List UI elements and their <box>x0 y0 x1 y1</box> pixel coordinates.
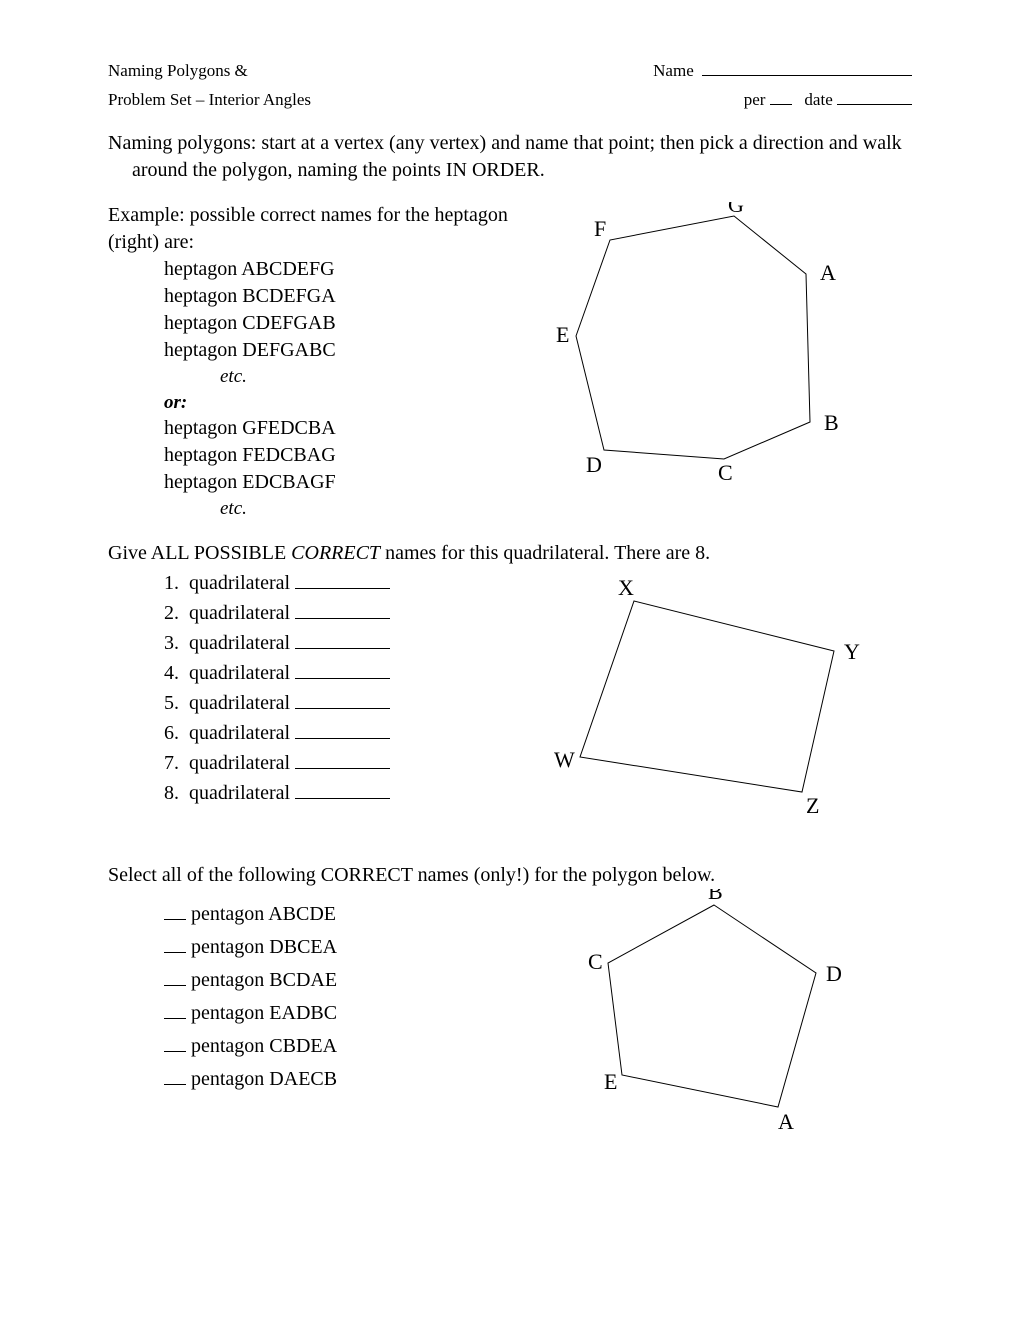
example-name: heptagon EDCBAGF <box>164 469 538 496</box>
vertex-label: W <box>554 747 575 772</box>
date-blank[interactable] <box>837 104 912 105</box>
example-name: heptagon FEDCBAG <box>164 442 538 469</box>
example-names-cw: heptagon ABCDEFGheptagon BCDEFGAheptagon… <box>108 256 538 364</box>
q1-blank[interactable] <box>295 618 390 619</box>
q2-check-blank[interactable] <box>164 919 186 920</box>
pentagon-figure: B D A E C <box>564 889 912 1157</box>
vertex-label: B <box>708 889 723 904</box>
q1-blank[interactable] <box>295 708 390 709</box>
vertex-label: D <box>586 452 602 477</box>
vertex-label: F <box>594 216 606 241</box>
name-blank[interactable] <box>702 75 912 76</box>
per-blank[interactable] <box>770 104 792 105</box>
q2-option[interactable]: pentagon ABCDE <box>164 901 564 928</box>
etc-2: etc. <box>108 496 538 522</box>
vertex-label: E <box>604 1069 617 1094</box>
intro-text: Naming polygons: start at a vertex (any … <box>108 130 912 184</box>
q1-row: 8. quadrilateral <box>164 780 544 807</box>
q2-check-blank[interactable] <box>164 1018 186 1019</box>
q2-check-blank[interactable] <box>164 952 186 953</box>
vertex-label: D <box>826 961 842 986</box>
quadrilateral-figure: X Y Z W <box>544 567 912 835</box>
q1-blank[interactable] <box>295 588 390 589</box>
example-lead: Example: possible correct names for the … <box>108 202 538 256</box>
polygon-shape <box>608 905 816 1107</box>
q1-row: 1. quadrilateral <box>164 570 544 597</box>
q2-option[interactable]: pentagon BCDAE <box>164 967 564 994</box>
title-line-2: Problem Set – Interior Angles <box>108 89 311 112</box>
q2-check-blank[interactable] <box>164 1084 186 1085</box>
vertex-label: C <box>588 949 603 974</box>
example-name: heptagon CDEFGAB <box>164 310 538 337</box>
q2-check-blank[interactable] <box>164 985 186 986</box>
q1-prompt: Give ALL POSSIBLE CORRECT names for this… <box>108 540 912 567</box>
vertex-label: G <box>728 202 744 217</box>
polygon-shape <box>580 601 834 792</box>
example-name: heptagon DEFGABC <box>164 337 538 364</box>
per-date-field: per date <box>744 89 912 112</box>
q1-row: 2. quadrilateral <box>164 600 544 627</box>
vertex-label: A <box>778 1109 794 1134</box>
q2-option[interactable]: pentagon EADBC <box>164 1000 564 1027</box>
vertex-label: E <box>556 322 569 347</box>
q2-option-list: pentagon ABCDE pentagon DBCEA pentagon B… <box>108 889 564 1157</box>
example-name: heptagon BCDEFGA <box>164 283 538 310</box>
q1-answer-list: 1. quadrilateral 2. quadrilateral 3. qua… <box>108 567 544 835</box>
q1-blank[interactable] <box>295 678 390 679</box>
q1-blank[interactable] <box>295 798 390 799</box>
vertex-label: X <box>618 575 634 600</box>
example-text: Example: possible correct names for the … <box>108 202 538 522</box>
vertex-label: Z <box>806 793 819 818</box>
q2-section: pentagon ABCDE pentagon DBCEA pentagon B… <box>108 889 912 1157</box>
pentagon-svg: B D A E C <box>564 889 874 1149</box>
header-row-1: Naming Polygons & Name <box>108 60 912 83</box>
q1-blank[interactable] <box>295 768 390 769</box>
q2-option[interactable]: pentagon CBDEA <box>164 1033 564 1060</box>
heptagon-figure: A B C D E F G <box>538 202 912 522</box>
etc-1: etc. <box>108 364 538 390</box>
example-name: heptagon GFEDCBA <box>164 415 538 442</box>
header-row-2: Problem Set – Interior Angles per date <box>108 89 912 112</box>
q1-blank[interactable] <box>295 648 390 649</box>
example-name: heptagon ABCDEFG <box>164 256 538 283</box>
q1-blank[interactable] <box>295 738 390 739</box>
title-line-1: Naming Polygons & <box>108 60 248 83</box>
q2-check-blank[interactable] <box>164 1051 186 1052</box>
q2-option[interactable]: pentagon DBCEA <box>164 934 564 961</box>
quadrilateral-svg: X Y Z W <box>544 567 884 827</box>
example-section: Example: possible correct names for the … <box>108 202 912 522</box>
q1-row: 6. quadrilateral <box>164 720 544 747</box>
q1-section: 1. quadrilateral 2. quadrilateral 3. qua… <box>108 567 912 835</box>
q1-row: 4. quadrilateral <box>164 660 544 687</box>
q1-row: 5. quadrilateral <box>164 690 544 717</box>
vertex-label: C <box>718 460 733 485</box>
or-label: or: <box>164 392 187 413</box>
example-names-ccw: heptagon GFEDCBAheptagon FEDCBAGheptagon… <box>108 415 538 496</box>
name-field: Name <box>653 60 912 83</box>
q2-prompt: Select all of the following CORRECT name… <box>108 862 912 889</box>
polygon-shape <box>576 216 810 459</box>
q1-row: 3. quadrilateral <box>164 630 544 657</box>
vertex-label: B <box>824 410 839 435</box>
worksheet-page: Naming Polygons & Name Problem Set – Int… <box>0 0 1020 1217</box>
q2-option[interactable]: pentagon DAECB <box>164 1066 564 1093</box>
vertex-label: A <box>820 260 836 285</box>
heptagon-svg: A B C D E F G <box>538 202 868 492</box>
vertex-label: Y <box>844 639 860 664</box>
q1-row: 7. quadrilateral <box>164 750 544 777</box>
